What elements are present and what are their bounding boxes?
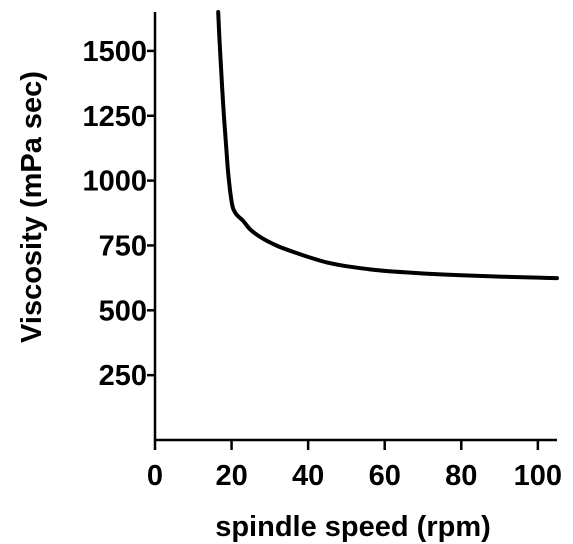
x-tick-label: 20 <box>215 460 247 492</box>
y-tick-label: 750 <box>99 230 147 262</box>
x-axis: 0 20 40 60 80 100 <box>147 438 562 492</box>
x-tick-label: 0 <box>147 460 163 492</box>
y-axis: 250 500 750 1000 1250 1500 <box>82 12 157 440</box>
y-tick-label: 250 <box>99 360 147 392</box>
y-axis-title: Viscosity (mPa sec) <box>16 71 48 343</box>
x-axis-title: spindle speed (rpm) <box>215 511 491 543</box>
y-tick-label: 1000 <box>82 166 147 198</box>
viscosity-curve <box>216 10 559 281</box>
x-tick-label: 40 <box>292 460 324 492</box>
plot-area <box>216 10 559 281</box>
y-tick-label: 500 <box>99 295 147 327</box>
y-tick-label: 1500 <box>82 36 147 68</box>
x-tick-label: 80 <box>445 460 477 492</box>
x-tick-label: 60 <box>369 460 401 492</box>
y-tick-label: 1250 <box>82 101 147 133</box>
x-tick-label: 100 <box>514 460 562 492</box>
